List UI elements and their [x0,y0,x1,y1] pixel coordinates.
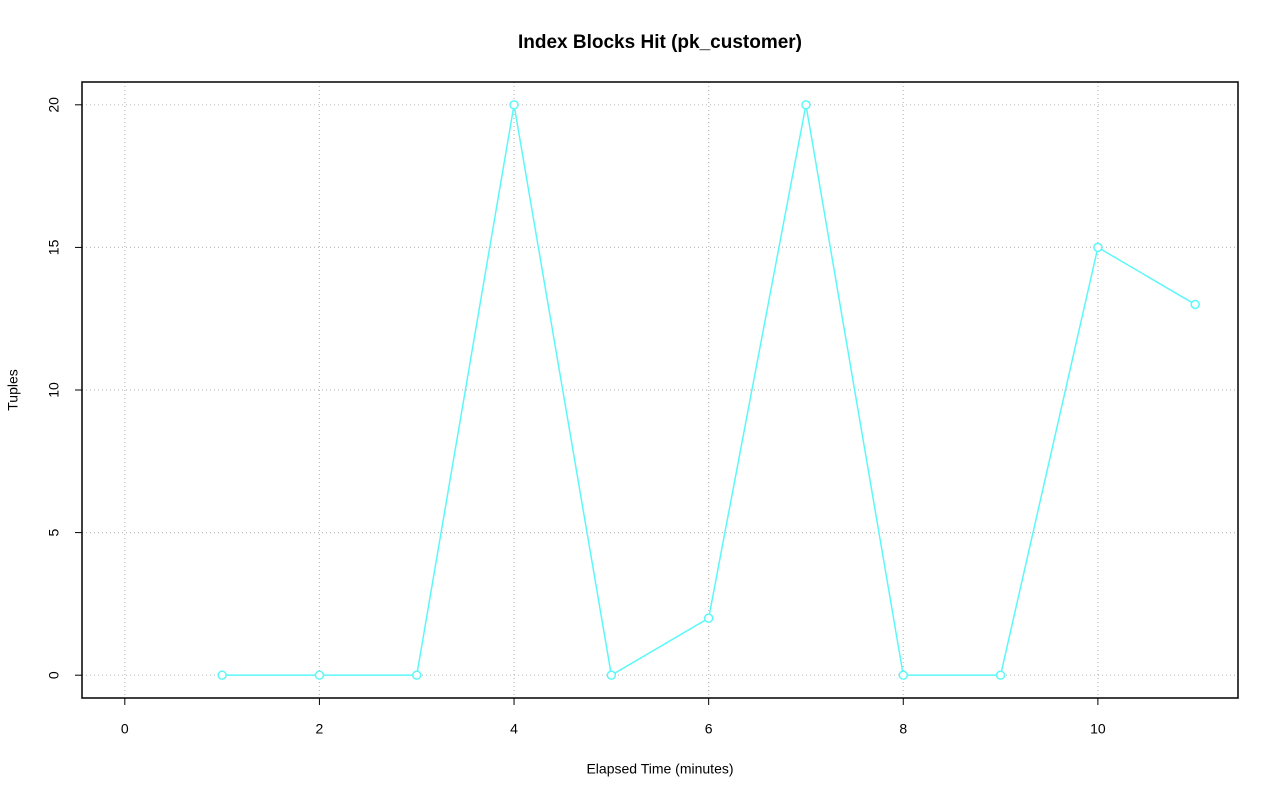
x-axis-label: Elapsed Time (minutes) [586,761,733,777]
y-axis-label: Tuples [5,369,21,411]
data-point [995,670,1006,680]
data-point [606,670,617,680]
y-tick-label: 10 [46,382,62,398]
y-tick-label: 20 [46,97,62,113]
data-point [1093,242,1103,253]
y-tick-label: 0 [46,671,62,679]
data-point [1190,299,1200,310]
x-tick-label: 2 [316,721,324,737]
data-point [314,670,325,680]
x-tick-label: 6 [705,721,713,737]
x-tick-label: 4 [510,721,518,737]
x-tick-label: 0 [121,721,129,737]
x-tick-label: 8 [899,721,907,737]
data-point [509,100,519,110]
data-point [703,613,714,623]
chart-title: Index Blocks Hit (pk_customer) [518,32,802,53]
data-point [217,670,227,680]
data-point [411,670,422,680]
y-tick-label: 15 [46,239,62,255]
plot-frame [81,81,1239,699]
data-point [801,100,811,110]
x-tick-label: 10 [1090,721,1106,737]
y-tick-label: 5 [46,528,62,536]
data-point [898,670,909,680]
